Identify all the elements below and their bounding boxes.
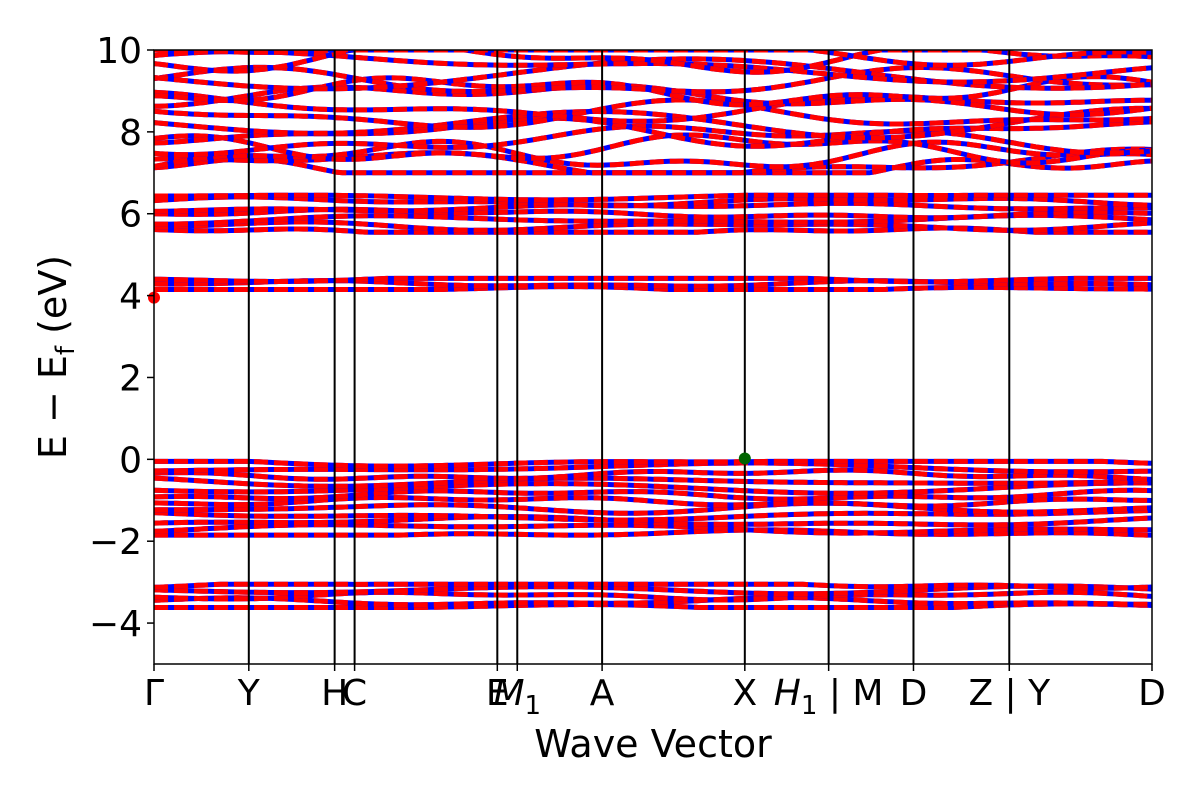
- y-tick-label: 6: [119, 195, 142, 236]
- y-tick-label: 2: [119, 358, 142, 399]
- x-tick-label: H: [321, 673, 348, 714]
- band-line-spin-up: [154, 50, 1152, 68]
- x-tick-label: Y: [237, 673, 261, 714]
- y-tick-label: 8: [119, 113, 142, 154]
- x-tick-label: C: [342, 673, 367, 714]
- band-line-spin-up: [154, 64, 1152, 95]
- band-line-spin-up: [154, 200, 1152, 214]
- band-line-spin-up: [154, 97, 1152, 130]
- y-tick-label: −4: [89, 604, 142, 645]
- band-line-spin-up: [154, 219, 1152, 233]
- x-tick-label: D: [900, 673, 928, 714]
- x-axis-label: Wave Vector: [534, 722, 772, 766]
- band-line-spin-up: [154, 514, 1152, 528]
- x-axis-ticks: Γ Y HC EM1 A X H1 | M D Z | Y D: [144, 664, 1166, 721]
- y-axis-ticks: −4 −2 0 2 4 6 8 10: [89, 31, 154, 645]
- band-line-spin-up: [154, 487, 1152, 502]
- y-axis-label-unit: (eV): [31, 255, 75, 346]
- band-line-spin-up: [154, 460, 1152, 475]
- band-line-spin-up: [154, 50, 1152, 75]
- y-tick-label: 10: [96, 31, 142, 72]
- band-line-spin-up: [154, 192, 1152, 203]
- band-line-spin-up: [154, 284, 1152, 292]
- band-line-spin-up: [154, 132, 1152, 166]
- band-line-spin-up: [154, 105, 1152, 141]
- band-line-spin-up: [154, 89, 1152, 124]
- band-line-spin-up: [154, 194, 1152, 209]
- band-line-spin-up: [154, 275, 1152, 285]
- extrema-markers: [148, 291, 751, 465]
- band-line-spin-up: [154, 458, 1152, 469]
- band-lines: [154, 50, 1152, 610]
- band-line-spin-up: [154, 467, 1152, 482]
- x-tick-label: H1 | M: [774, 673, 884, 721]
- band-line-spin-up: [154, 595, 1152, 608]
- y-tick-label: −2: [89, 522, 142, 563]
- y-tick-label: 4: [119, 277, 142, 318]
- x-tick-label: Z | Y: [968, 673, 1051, 714]
- y-axis-label-subscript: f: [51, 345, 81, 355]
- band-line-spin-up: [154, 475, 1152, 489]
- band-line-spin-up: [154, 495, 1152, 509]
- x-tick-label: E: [486, 673, 509, 714]
- band-line-spin-up: [154, 527, 1152, 538]
- y-axis-label: E − Ef (eV): [31, 255, 81, 459]
- band-line-spin-up: [154, 500, 1152, 516]
- k-point-dividers: [247, 50, 1011, 664]
- x-tick-label: D: [1138, 673, 1166, 714]
- y-tick-label: 0: [119, 440, 142, 481]
- band-line-spin-up: [154, 480, 1152, 496]
- band-line-spin-up: [154, 123, 1152, 158]
- plot-frame: [153, 49, 1153, 665]
- band-line-spin-up: [154, 50, 1152, 85]
- x-tick-label: M1: [493, 673, 541, 721]
- band-line-spin-up: [154, 581, 1152, 591]
- marker-vbm: [738, 452, 751, 465]
- x-tick-label: A: [590, 673, 615, 714]
- x-tick-label: Γ: [144, 673, 164, 714]
- band-line-spin-up: [154, 508, 1152, 523]
- x-tick-label: X: [732, 673, 757, 714]
